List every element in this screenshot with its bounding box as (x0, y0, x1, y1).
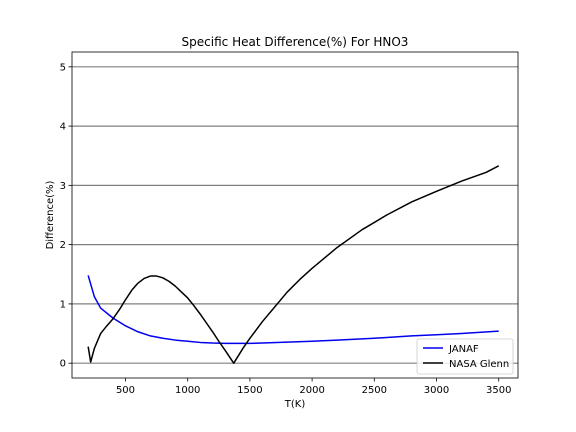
y-axis-ticks: 0 1 2 3 4 5 (60, 62, 72, 370)
legend: JANAF NASA Glenn (416, 338, 514, 375)
x-tick-label-500: 500 (116, 385, 135, 396)
y-tick-label-4: 4 (60, 122, 66, 133)
y-axis-label: Difference(%) (45, 180, 56, 249)
y-tick-label-3: 3 (60, 181, 66, 192)
chart-title: Specific Heat Difference(%) For HNO3 (182, 35, 409, 49)
series-line-janaf (87, 275, 499, 345)
x-axis-ticks: 500 1000 1500 2000 2500 3000 3500 (116, 378, 511, 396)
x-tick-label-2000: 2000 (299, 385, 324, 396)
y-tick-label-2: 2 (60, 240, 66, 251)
x-tick-label-3500: 3500 (486, 385, 511, 396)
x-axis-label: T(K) (284, 399, 306, 410)
x-tick-label-1000: 1000 (175, 385, 200, 396)
x-tick-label-3000: 3000 (424, 385, 449, 396)
x-tick-label-2500: 2500 (362, 385, 387, 396)
series-lines (87, 165, 500, 364)
series-line-nasa-glenn (87, 165, 500, 364)
legend-label-nasa-glenn: NASA Glenn (449, 359, 509, 370)
y-tick-label-5: 5 (60, 62, 66, 73)
y-tick-label-0: 0 (60, 359, 66, 370)
x-tick-label-1500: 1500 (237, 385, 262, 396)
legend-label-janaf: JANAF (448, 344, 479, 355)
plot-frame (71, 51, 519, 379)
y-tick-label-1: 1 (60, 299, 66, 310)
plot-area (72, 52, 518, 378)
